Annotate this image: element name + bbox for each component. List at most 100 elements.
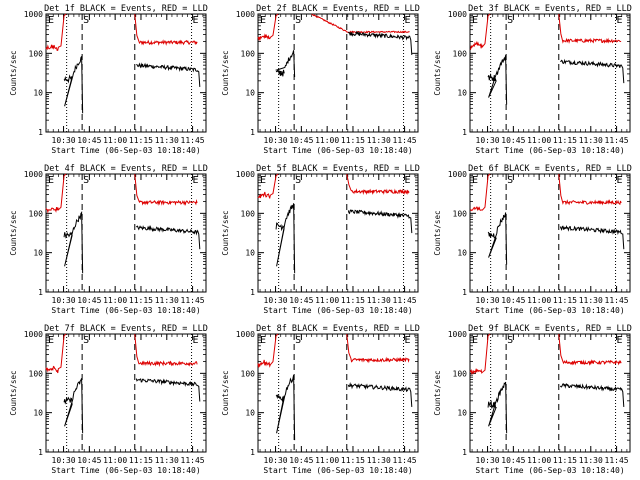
panel-det-1: Det 1f BLACK = Events, RED = LLD 1 10 100 10… [9, 4, 208, 155]
events-series-pre [63, 378, 84, 434]
lld-series-pre [257, 173, 279, 200]
plot-frame [45, 333, 207, 453]
x-tick-label: 10:30 [476, 296, 500, 305]
x-tick-label: 11:45 [181, 296, 205, 305]
x-tick-label: 11:30 [579, 456, 603, 465]
y-tick-label: 10 [33, 409, 43, 418]
x-tick-label: 11:45 [605, 456, 629, 465]
panel-title: Det 2f BLACK = Events, RED = LLD [256, 4, 420, 14]
events-series-post [559, 383, 625, 407]
panel-det-3: Det 3f BLACK = Events, RED = LLD 1 10 100 10… [433, 4, 632, 155]
marker-label-e: E [617, 15, 623, 26]
y-tick-label: 10 [457, 409, 467, 418]
marker-label-s: S [507, 175, 513, 186]
x-tick-label: 10:30 [52, 456, 76, 465]
marker-label-e: E [405, 15, 411, 26]
x-tick-label: 11:00 [315, 296, 339, 305]
lld-series-post [346, 173, 410, 196]
y-tick-label: 10 [33, 249, 43, 258]
panel-title: Det 3f BLACK = Events, RED = LLD [468, 4, 632, 14]
x-tick-label: 10:45 [289, 296, 313, 305]
x-tick-label: 10:45 [501, 136, 525, 145]
marker-label-e: E [193, 15, 199, 26]
x-tick-label: 10:45 [289, 136, 313, 145]
x-tick-label: 10:30 [264, 296, 288, 305]
y-tick-label: 100 [241, 49, 256, 58]
lld-series-pre [257, 333, 279, 368]
x-tick-label: 11:45 [605, 296, 629, 305]
events-series-post [347, 30, 413, 55]
y-tick-label: 1000 [24, 330, 43, 339]
y-axis-label: Counts/sec [221, 50, 230, 95]
x-tick-label: 11:30 [579, 136, 603, 145]
x-tick-label: 11:00 [103, 296, 127, 305]
lld-series-post [558, 333, 622, 366]
y-axis-label: Counts/sec [9, 50, 18, 95]
x-axis-label: Start Time (06-Sep-03 10:18:40) [263, 146, 412, 155]
y-axis-label: Counts/sec [221, 370, 230, 415]
x-tick-label: 10:30 [52, 136, 76, 145]
y-tick-label: 100 [29, 209, 44, 218]
y-axis-label: Counts/sec [9, 370, 18, 415]
y-tick-label: 1000 [448, 330, 467, 339]
events-series-post [559, 225, 625, 250]
y-tick-label: 10 [245, 249, 255, 258]
marker-label-e: E [260, 175, 266, 186]
y-tick-label: 1 [250, 448, 255, 457]
events-series-pre [275, 203, 296, 274]
y-tick-label: 100 [453, 209, 468, 218]
x-tick-label: 11:15 [341, 456, 365, 465]
panel-det-7: Det 7f BLACK = Events, RED = LLD 1 10 100 10… [9, 324, 208, 475]
x-axis-label: Start Time (06-Sep-03 10:18:40) [475, 466, 624, 475]
y-tick-label: 100 [241, 209, 256, 218]
plot-frame [469, 13, 631, 133]
x-tick-label: 11:00 [103, 136, 127, 145]
lld-series-post [558, 173, 622, 206]
lld-series-pre [469, 333, 491, 375]
marker-label-s: S [507, 15, 513, 26]
x-tick-label: 11:45 [393, 136, 417, 145]
y-tick-label: 1 [38, 448, 43, 457]
y-tick-label: 1 [250, 288, 255, 297]
panel-title: Det 8f BLACK = Events, RED = LLD [256, 324, 420, 334]
y-tick-label: 1 [38, 128, 43, 137]
x-axis-label: Start Time (06-Sep-03 10:18:40) [51, 146, 200, 155]
x-tick-label: 10:45 [501, 296, 525, 305]
marker-label-e: E [472, 335, 478, 346]
x-axis-label: Start Time (06-Sep-03 10:18:40) [475, 146, 624, 155]
plot-frame [45, 13, 207, 133]
marker-label-e: E [472, 15, 478, 26]
x-axis-label: Start Time (06-Sep-03 10:18:40) [263, 306, 412, 315]
y-tick-label: 1 [462, 128, 467, 137]
x-tick-label: 10:30 [264, 136, 288, 145]
lld-series-post [558, 13, 622, 44]
x-tick-label: 11:00 [527, 456, 551, 465]
y-tick-label: 1000 [236, 10, 255, 19]
y-tick-label: 10 [457, 249, 467, 258]
lld-series-post [134, 333, 198, 367]
x-axis-label: Start Time (06-Sep-03 10:18:40) [475, 306, 624, 315]
x-tick-label: 11:30 [367, 456, 391, 465]
lld-series-pre [45, 173, 67, 214]
marker-label-s: S [295, 15, 301, 26]
x-tick-label: 11:00 [315, 136, 339, 145]
y-tick-label: 1 [462, 448, 467, 457]
x-tick-label: 11:15 [129, 456, 153, 465]
x-axis-label: Start Time (06-Sep-03 10:18:40) [51, 306, 200, 315]
events-series-post [136, 62, 201, 87]
panel-title: Det 4f BLACK = Events, RED = LLD [44, 164, 208, 174]
y-axis-label: Counts/sec [433, 210, 442, 255]
marker-label-s: S [295, 335, 301, 346]
lld-series-pre [45, 13, 67, 52]
marker-label-e: E [617, 335, 623, 346]
x-tick-label: 11:15 [553, 456, 577, 465]
y-tick-label: 10 [245, 89, 255, 98]
panel-title: Det 1f BLACK = Events, RED = LLD [44, 4, 208, 14]
x-tick-label: 10:45 [501, 456, 525, 465]
panel-title: Det 7f BLACK = Events, RED = LLD [44, 324, 208, 334]
x-tick-label: 11:15 [341, 136, 365, 145]
y-tick-label: 100 [453, 369, 468, 378]
events-series-post [135, 225, 201, 250]
panel-det-5: Det 5f BLACK = Events, RED = LLD 1 10 100 10… [221, 164, 420, 315]
